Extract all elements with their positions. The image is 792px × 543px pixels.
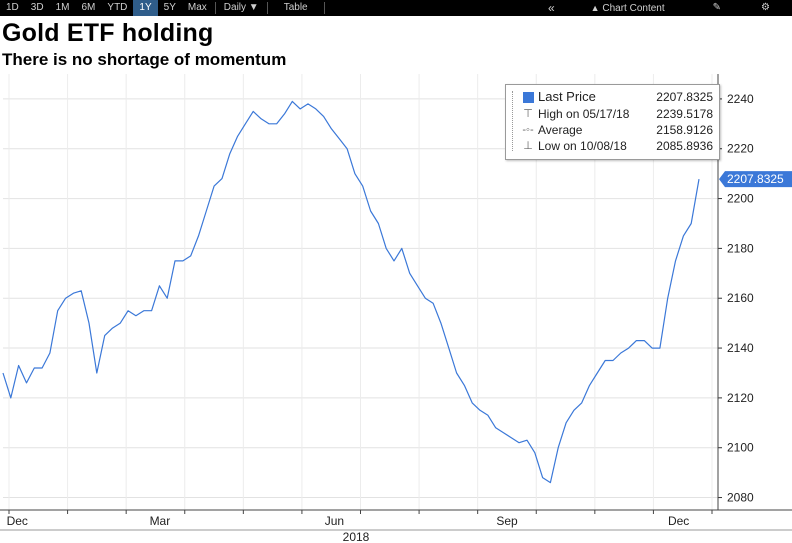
x-tick-label: Sep bbox=[496, 514, 518, 528]
year-label: 2018 bbox=[343, 530, 370, 543]
low-marker-icon: ⊥ bbox=[523, 140, 533, 152]
range-1m-button[interactable]: 1M bbox=[55, 2, 70, 13]
legend-low-label: Low on 10/08/18 bbox=[538, 139, 627, 153]
range-6m-button[interactable]: 6M bbox=[81, 2, 96, 13]
legend-last-price-label: Last Price bbox=[538, 89, 596, 104]
table-button[interactable]: Table bbox=[283, 2, 308, 13]
chart-title: Gold ETF holding bbox=[2, 19, 214, 47]
x-tick-label: Dec bbox=[7, 514, 28, 528]
chart-legend: Last Price 2207.8325 ⊤ High on 05/17/18 … bbox=[505, 84, 720, 160]
range-1y-button[interactable]: 1Y bbox=[133, 0, 158, 16]
chart-content-icon: ▲ bbox=[590, 3, 600, 13]
toolbar-divider bbox=[323, 2, 325, 14]
chart-content-button[interactable]: ▲ Chart Content bbox=[565, 0, 691, 16]
toolbar-right-group: « ▲ Chart Content ✎ ⚙ bbox=[538, 0, 792, 16]
chart-toolbar: 1D 3D 1M 6M YTD 1Y 5Y Max Daily ▼ Table … bbox=[0, 0, 792, 16]
toolbar-divider bbox=[266, 2, 268, 14]
legend-row-high: ⊤ High on 05/17/18 2239.5178 bbox=[506, 106, 719, 122]
high-marker-icon: ⊤ bbox=[523, 108, 533, 120]
x-tick-label: Mar bbox=[150, 514, 171, 528]
edit-icon[interactable]: ✎ bbox=[712, 2, 722, 13]
legend-color-swatch-icon bbox=[520, 89, 536, 105]
gear-icon[interactable]: ⚙ bbox=[761, 2, 770, 13]
legend-row-last-price: Last Price 2207.8325 bbox=[506, 89, 719, 105]
frequency-label: Daily bbox=[223, 2, 247, 13]
x-tick-label: Dec bbox=[668, 514, 689, 528]
y-tick-label: 2220 bbox=[727, 142, 754, 156]
range-5y-button[interactable]: 5Y bbox=[163, 2, 176, 13]
range-3d-button[interactable]: 3D bbox=[30, 2, 44, 13]
dropdown-arrow-icon: ▼ bbox=[248, 2, 259, 13]
y-tick-label: 2200 bbox=[727, 192, 754, 206]
legend-tree-line bbox=[512, 91, 521, 151]
legend-high-label: High on 05/17/18 bbox=[538, 107, 630, 121]
legend-high-value: 2239.5178 bbox=[656, 107, 713, 121]
range-max-button[interactable]: Max bbox=[187, 2, 207, 13]
series-line-last-price bbox=[2, 100, 700, 484]
last-value-tag-label: 2207.8325 bbox=[727, 172, 784, 186]
collapse-icon[interactable]: « bbox=[547, 1, 555, 15]
y-tick-label: 2140 bbox=[727, 341, 754, 355]
last-value-tag bbox=[719, 171, 792, 188]
y-tick-label: 2120 bbox=[727, 391, 754, 405]
legend-row-low: ⊥ Low on 10/08/18 2085.8936 bbox=[506, 138, 719, 154]
legend-low-value: 2085.8936 bbox=[656, 139, 713, 153]
y-tick-label: 2100 bbox=[727, 441, 754, 455]
chart-subtitle: There is no shortage of momentum bbox=[2, 50, 287, 69]
average-marker-icon: -◦- bbox=[522, 124, 534, 136]
y-tick-label: 2240 bbox=[727, 92, 754, 106]
y-tick-label: 2160 bbox=[727, 291, 754, 305]
range-1d-button[interactable]: 1D bbox=[6, 2, 19, 13]
legend-average-label: Average bbox=[538, 123, 583, 137]
x-tick-label: Jun bbox=[325, 514, 344, 528]
y-tick-label: 2180 bbox=[727, 241, 754, 255]
toolbar-divider bbox=[214, 2, 216, 14]
chart-content-label: Chart Content bbox=[602, 3, 665, 14]
legend-last-price-value: 2207.8325 bbox=[656, 90, 713, 104]
range-ytd-button[interactable]: YTD bbox=[107, 2, 128, 13]
y-tick-label: 2080 bbox=[727, 491, 754, 505]
legend-average-value: 2158.9126 bbox=[656, 123, 713, 137]
legend-row-average: -◦- Average 2158.9126 bbox=[506, 122, 719, 138]
frequency-dropdown[interactable]: Daily ▼ bbox=[218, 0, 265, 16]
year-band bbox=[0, 529, 792, 543]
